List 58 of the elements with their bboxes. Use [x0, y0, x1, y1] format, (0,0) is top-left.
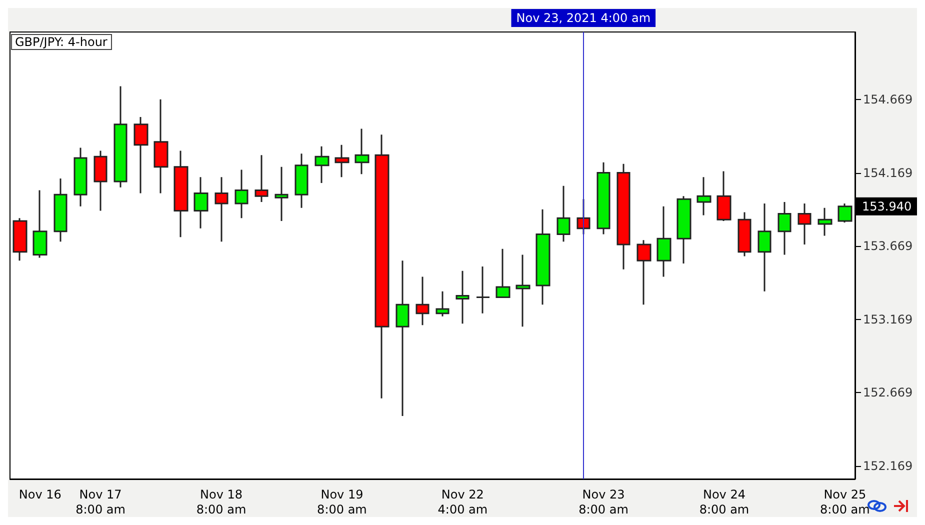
- candlestick: [54, 178, 68, 242]
- candlestick: [74, 147, 88, 208]
- candlestick: [134, 116, 148, 194]
- x-tick-label: Nov 23 8:00 am: [578, 488, 628, 516]
- candlestick: [556, 185, 570, 242]
- y-tick-label: 152.169: [863, 458, 913, 473]
- candlestick: [616, 163, 630, 270]
- y-tick-label: 153.169: [863, 312, 913, 326]
- x-tick-label: Nov 16: [18, 488, 62, 502]
- text: 153.940: [862, 199, 912, 214]
- candlestick: [716, 170, 732, 222]
- candlestick: [636, 239, 652, 306]
- candlestick: [274, 166, 288, 222]
- candlestick: [374, 134, 390, 400]
- candlestick: [396, 260, 410, 417]
- candlestick: [114, 85, 128, 188]
- candlestick: [214, 176, 228, 242]
- candlestick: [476, 266, 490, 314]
- x-tick-label: Nov 22 4:00 am: [438, 488, 488, 516]
- candlestick: [416, 276, 430, 326]
- x-tick-label: Nov 17 8:00 am: [76, 488, 126, 516]
- candlestick: [676, 195, 692, 264]
- candlestick: [354, 128, 370, 175]
- x-tick-label: Nov 25 8:00 am: [820, 488, 870, 516]
- candlestick: [838, 202, 852, 224]
- candlestick: [234, 169, 248, 219]
- candlestick: [436, 290, 450, 318]
- x-tick-label: Nov 19 8:00 am: [317, 488, 367, 516]
- candlestick: [778, 201, 792, 256]
- candlestick: [194, 176, 208, 230]
- candlestick: [294, 152, 308, 209]
- y-tick-label: 154.669: [863, 92, 913, 107]
- candlestick: [314, 146, 330, 184]
- text: Nov 23, 2021 4:00 am: [516, 11, 651, 25]
- candlestick: [818, 207, 832, 236]
- candlestick: [536, 208, 550, 306]
- candlestick: [656, 206, 672, 278]
- candlestick: [496, 248, 510, 298]
- candlestick: [32, 190, 48, 258]
- candlestick: [254, 154, 268, 203]
- candlestick: [596, 162, 610, 235]
- x-tick-label: Nov 24 8:00 am: [699, 488, 750, 516]
- y-tick-label: 152.669: [863, 386, 913, 400]
- chart-title: GBP/JPY: 4-hour: [15, 35, 108, 49]
- x-tick-label: Nov 18 8:00 am: [196, 488, 246, 516]
- candlestick: [174, 150, 188, 238]
- candlestick: [12, 217, 28, 262]
- candlestick: [696, 176, 712, 216]
- candlestick: [516, 254, 530, 328]
- candlestick: [758, 202, 772, 292]
- candlestick: [456, 270, 470, 324]
- y-tick-label: 154.169: [863, 166, 913, 180]
- candlestick: [334, 144, 350, 178]
- candlestick: [94, 150, 108, 212]
- y-tick-label: 153.669: [863, 239, 913, 254]
- candlestick: [738, 212, 752, 257]
- candlestick: [154, 98, 168, 194]
- candlestick: [798, 202, 812, 246]
